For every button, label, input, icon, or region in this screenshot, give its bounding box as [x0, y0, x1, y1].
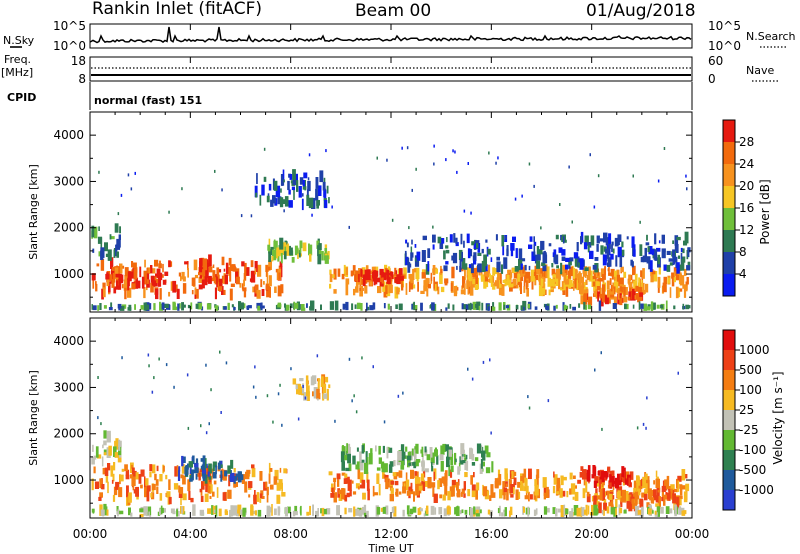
power-colorbar-cell-3 — [723, 208, 735, 230]
power-colorbar-cell-1 — [723, 252, 735, 274]
power-colorbar-tick-5: 24 — [739, 157, 754, 171]
beam-title: Beam 00 — [355, 1, 431, 21]
velocity-colorbar-cell-6 — [723, 370, 735, 390]
power-colorbar-tick-4: 20 — [739, 179, 754, 193]
power-colorbar-tick-3: 16 — [739, 201, 754, 215]
x-tick-5: 20:00 — [574, 527, 609, 541]
cpid-panel: CPID normal (fast) 151 — [7, 82, 693, 110]
power-colorbar-cell-7 — [723, 120, 735, 142]
velocity-colorbar: 1000 500 100 25 -25 -100 -500 -1000 — [722, 329, 774, 511]
velocity-colorbar-cell-7 — [723, 350, 735, 370]
nave-tick-bottom: 0 — [708, 72, 716, 86]
velocity-colorbar-tick-7: -1000 — [739, 483, 774, 497]
velocity-feature-7 — [340, 443, 494, 477]
x-tick-4: 16:00 — [474, 527, 509, 541]
power-colorbar-tick-0: 4 — [739, 267, 747, 281]
nave-tick-top: 60 — [708, 54, 723, 68]
power-colorbar-tick-1: 8 — [739, 245, 747, 259]
velocity-ytick-4000: 4000 — [53, 334, 84, 348]
velocity-colorbar-cell-0 — [723, 490, 735, 510]
power-ylabel: Slant Range [km] — [27, 164, 40, 260]
power-ytick-2000: 2000 — [53, 221, 84, 235]
velocity-colorbar-cell-8 — [723, 330, 735, 350]
nsky-label: N.Sky — [3, 34, 35, 47]
x-tick-2: 08:00 — [273, 527, 308, 541]
nsearch-tick-bottom: 10^0 — [708, 39, 741, 53]
power-ytick-4000: 4000 — [53, 128, 84, 142]
velocity-heatmap — [91, 350, 690, 517]
freq-tick-top: 18 — [71, 54, 86, 68]
power-feature-6 — [354, 267, 406, 287]
cpid-label: CPID — [7, 91, 36, 104]
velocity-colorbar-tick-3: 25 — [739, 403, 754, 417]
velocity-colorbar-tick-0: 1000 — [739, 343, 770, 357]
freq-panel: Freq. [MHz] 18 8 60 0 Nave — [1, 53, 780, 86]
power-feature-10 — [404, 231, 691, 275]
power-feature-3 — [91, 223, 121, 261]
velocity-colorbar-tick-6: -500 — [739, 463, 766, 477]
nsearch-tick-top: 10^5 — [708, 19, 741, 33]
velocity-ytick-1000: 1000 — [53, 473, 84, 487]
power-colorbar-cell-4 — [723, 186, 735, 208]
power-ytick-1000: 1000 — [53, 267, 84, 281]
velocity-colorbar-cell-3 — [723, 430, 735, 450]
power-panel: 1000 2000 3000 4000 Slant Range [km] 4 8 12 16… — [27, 111, 772, 313]
velocity-colorbar-cell-5 — [723, 390, 735, 410]
nsky-panel: N.Sky 10^5 10^0 10^5 10^0 N.Search — [3, 19, 796, 53]
power-colorbar-cell-0 — [723, 274, 735, 296]
nave-label: Nave — [746, 64, 774, 77]
freq-label: Freq. — [4, 53, 31, 66]
velocity-feature-8 — [91, 503, 687, 517]
power-feature-11 — [91, 300, 691, 311]
power-feature-9 — [254, 169, 330, 211]
power-feature-8 — [579, 284, 644, 307]
freq-tick-bottom: 8 — [78, 72, 86, 86]
power-colorbar-cell-2 — [723, 230, 735, 252]
nsky-tick-bottom: 10^0 — [53, 39, 86, 53]
x-tick-0: 00:00 — [73, 527, 108, 541]
velocity-ylabel: Slant Range [km] — [27, 370, 40, 466]
power-colorbar: 4 8 12 16 20 24 28 — [722, 119, 754, 297]
power-colorbar-label: Power [dB] — [758, 179, 772, 244]
power-feature-4 — [267, 237, 330, 265]
velocity-feature-6 — [292, 374, 331, 401]
cpid-value: normal (fast) 151 — [94, 94, 202, 107]
power-feature-1 — [198, 254, 237, 290]
power-feature-2 — [115, 266, 169, 293]
power-ytick-3000: 3000 — [53, 174, 84, 188]
velocity-feature-0 — [91, 462, 288, 506]
velocity-ytick-2000: 2000 — [53, 427, 84, 441]
nsky-trace — [90, 26, 692, 44]
velocity-colorbar-cell-2 — [723, 450, 735, 470]
date-title: 01/Aug/2018 — [586, 1, 696, 21]
velocity-colorbar-tick-2: 100 — [739, 383, 762, 397]
velocity-ytick-3000: 3000 — [53, 380, 84, 394]
freq-unit: [MHz] — [1, 66, 33, 79]
power-colorbar-tick-6: 28 — [739, 135, 754, 149]
velocity-panel: 1000 2000 3000 4000 Slant Range [km] 1000 50… — [27, 317, 785, 519]
velocity-colorbar-cell-1 — [723, 470, 735, 490]
velocity-feature-2 — [91, 430, 122, 467]
x-tick-6: 00:00 — [675, 527, 710, 541]
power-colorbar-cell-5 — [723, 164, 735, 186]
nsky-tick-top: 10^5 — [53, 19, 86, 33]
velocity-feature-1 — [177, 455, 244, 484]
velocity-colorbar-tick-5: -100 — [739, 443, 766, 457]
velocity-colorbar-label: Velocity [m s⁻¹] — [771, 371, 785, 464]
nsearch-label: N.Search — [746, 30, 796, 43]
station-title: Rankin Inlet (fitACF) — [92, 0, 262, 19]
velocity-feature-4 — [579, 465, 631, 489]
x-axis-label: Time UT — [367, 542, 413, 554]
power-heatmap — [91, 144, 691, 311]
velocity-colorbar-tick-1: 500 — [739, 363, 762, 377]
velocity-colorbar-tick-4: -25 — [739, 423, 759, 437]
x-axis: 00:00 04:00 08:00 12:00 16:00 20:00 00:00 — [73, 24, 710, 541]
velocity-colorbar-cell-4 — [723, 410, 735, 430]
power-colorbar-tick-2: 12 — [739, 223, 754, 237]
power-colorbar-cell-6 — [723, 142, 735, 164]
x-tick-3: 12:00 — [374, 527, 409, 541]
x-tick-1: 04:00 — [173, 527, 208, 541]
